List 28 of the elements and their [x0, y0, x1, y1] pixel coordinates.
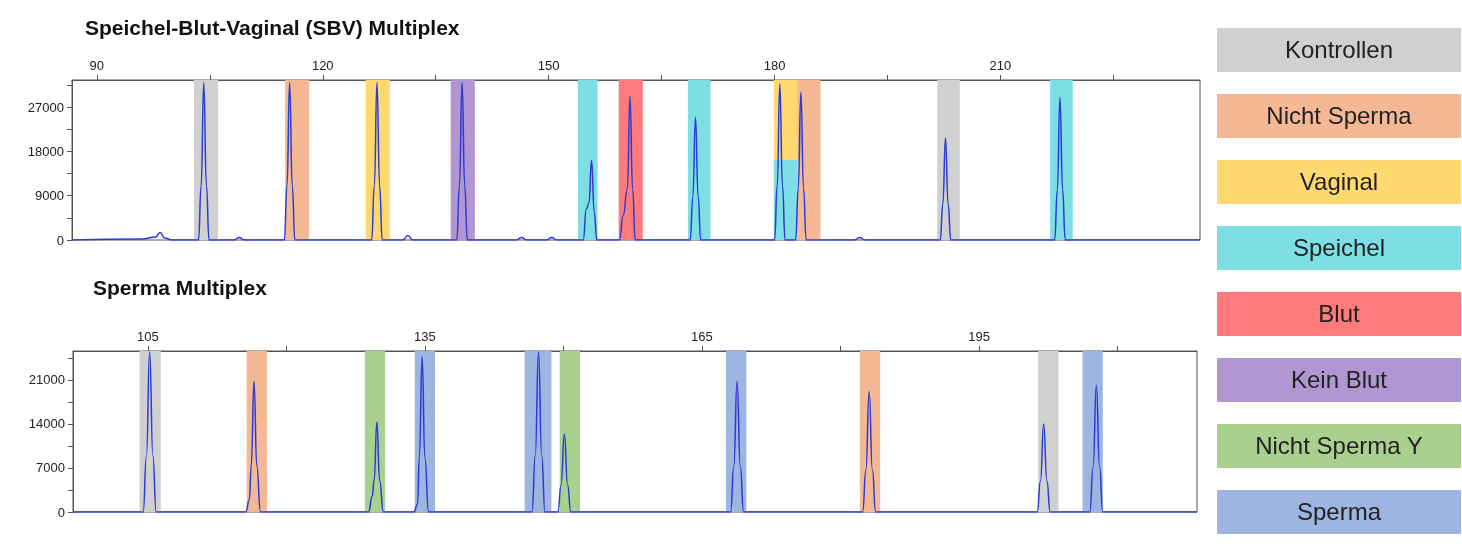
y-tick-label: 9000: [35, 188, 64, 204]
x-tick-label: 165: [691, 329, 713, 344]
category-label: Nicht Sperma Y: [1217, 424, 1461, 468]
x-tick-label: 180: [763, 58, 786, 73]
category-label: Speichel: [1217, 226, 1461, 270]
y-tick-label: 21000: [28, 372, 65, 388]
x-tick-label: 90: [89, 58, 105, 73]
y-tick-label: 27000: [27, 99, 64, 115]
category-label: Kein Blut: [1217, 358, 1461, 402]
chart-title: Sperma Multiplex: [93, 276, 268, 299]
y-tick-label: 0: [57, 504, 65, 520]
category-label: Nicht Sperma: [1217, 94, 1461, 138]
x-tick-label: 120: [311, 58, 334, 73]
line-series: [72, 350, 1198, 513]
x-tick-label: 195: [968, 329, 990, 344]
category-label: Sperma: [1217, 490, 1461, 534]
category-label: Kontrollen: [1217, 28, 1461, 72]
x-tick-label: 135: [414, 329, 436, 344]
y-tick-label: 0: [56, 232, 64, 248]
x-tick-label: 210: [989, 58, 1012, 73]
y-tick-label: 14000: [28, 416, 65, 432]
category-label: Vaginal: [1217, 160, 1461, 204]
x-tick-label: 150: [537, 58, 560, 73]
category-label: Blut: [1217, 292, 1461, 336]
x-tick-label: 105: [136, 329, 159, 344]
chart-title: Speichel-Blut-Vaginal (SBV) Multiplex: [85, 16, 460, 39]
y-tick-label: 7000: [36, 460, 65, 476]
y-tick-label: 18000: [27, 143, 64, 159]
